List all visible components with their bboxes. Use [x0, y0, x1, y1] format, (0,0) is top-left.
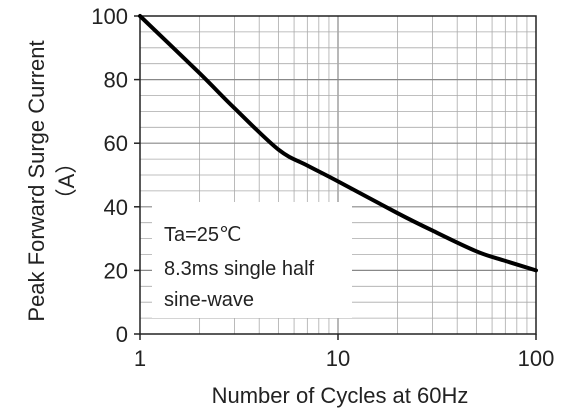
- x-tick-label: 10: [326, 346, 350, 371]
- annotation-box: Ta=25℃ 8.3ms single half sine-wave: [152, 202, 352, 318]
- y-tick-label: 60: [104, 131, 128, 156]
- y-axis-unit-label: （A）: [54, 152, 79, 211]
- annotation-line: Ta=25℃: [164, 224, 242, 246]
- x-axis-label: Number of Cycles at 60Hz: [212, 383, 469, 408]
- series-layer: [138, 14, 538, 273]
- annotation-line: 8.3ms single half: [164, 258, 315, 280]
- y-tick-label: 80: [104, 68, 128, 93]
- x-tick-label: 100: [518, 346, 555, 371]
- y-tick-label: 0: [116, 322, 128, 347]
- annotation-background: [152, 202, 352, 318]
- annotation-line: sine-wave: [164, 289, 254, 311]
- axis-layer: 1 10 100 0 20 40 60 80 100: [91, 4, 554, 371]
- y-tick-label: 40: [104, 195, 128, 220]
- y-tick-label: 100: [91, 4, 128, 29]
- labels-layer: Number of Cycles at 60Hz Peak Forward Su…: [24, 40, 468, 408]
- y-axis-label: Peak Forward Surge Current: [24, 40, 49, 321]
- y-tick-label: 20: [104, 258, 128, 283]
- x-tick-label: 1: [134, 346, 146, 371]
- series-line: [138, 14, 538, 273]
